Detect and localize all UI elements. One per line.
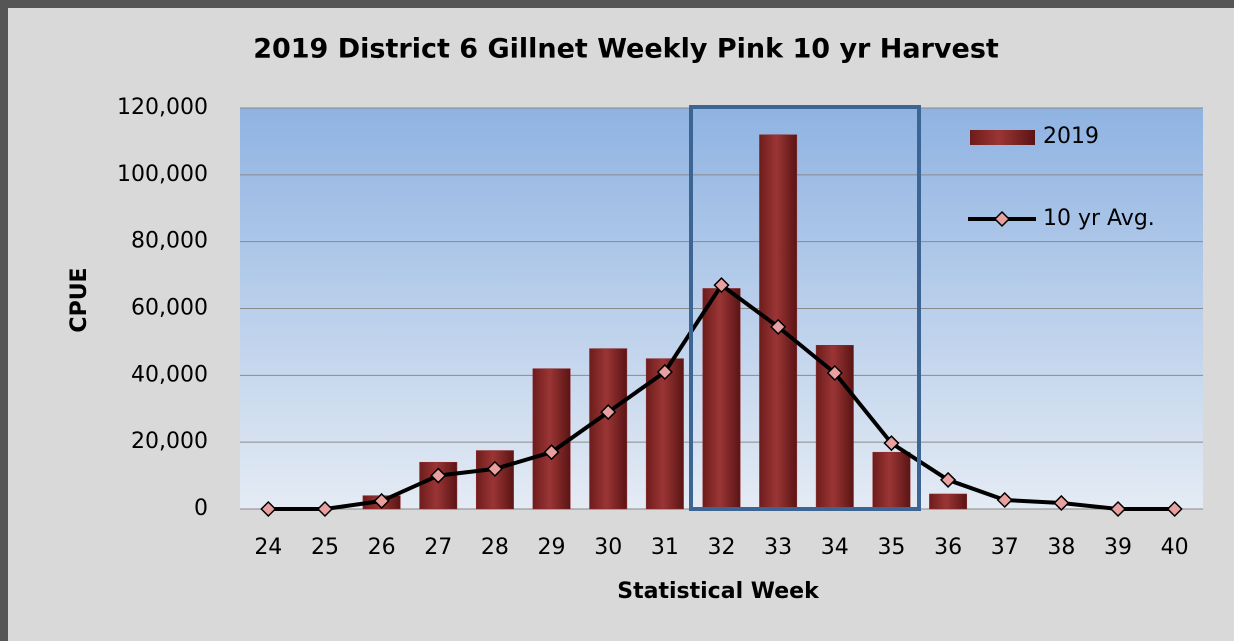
x-tick-label: 26 bbox=[368, 535, 396, 560]
y-tick-label: 40,000 bbox=[131, 362, 208, 387]
line-marker bbox=[1053, 494, 1070, 512]
highlight-box bbox=[689, 105, 921, 511]
line-marker bbox=[996, 491, 1013, 509]
x-axis-title: Statistical Week bbox=[617, 579, 820, 604]
line-marker bbox=[656, 363, 673, 381]
y-tick-label: 0 bbox=[194, 496, 208, 521]
bar bbox=[645, 358, 684, 510]
line-marker bbox=[940, 471, 957, 488]
line-marker bbox=[600, 404, 617, 421]
x-tick-label: 40 bbox=[1161, 535, 1189, 560]
x-tick-label: 37 bbox=[991, 535, 1019, 560]
line-marker bbox=[883, 435, 900, 452]
legend-swatch bbox=[970, 130, 1035, 145]
line-marker bbox=[713, 277, 730, 294]
x-tick-label: 28 bbox=[481, 535, 509, 560]
y-tick-label: 120,000 bbox=[117, 95, 208, 120]
x-tick-label: 27 bbox=[424, 535, 452, 560]
x-tick-label: 31 bbox=[651, 535, 679, 560]
line-marker bbox=[260, 500, 277, 518]
line-marker bbox=[316, 500, 334, 518]
y-tick-label: 20,000 bbox=[131, 429, 208, 454]
y-tick-label: 60,000 bbox=[131, 296, 208, 321]
bar bbox=[532, 368, 571, 510]
bar bbox=[872, 451, 911, 510]
line-marker bbox=[770, 318, 787, 335]
line-marker bbox=[430, 467, 447, 484]
chart-title: 2019 District 6 Gillnet Weekly Pink 10 y… bbox=[253, 34, 999, 65]
y-tick-label: 100,000 bbox=[117, 162, 208, 187]
x-tick-label: 25 bbox=[311, 535, 339, 560]
x-tick-label: 38 bbox=[1047, 535, 1075, 560]
line-marker bbox=[486, 460, 503, 477]
bar bbox=[702, 288, 741, 510]
legend-marker bbox=[993, 210, 1011, 228]
x-tick-label: 29 bbox=[538, 535, 566, 560]
legend-label: 2019 bbox=[1043, 124, 1099, 149]
line-marker bbox=[543, 444, 560, 461]
x-tick-label: 32 bbox=[708, 535, 736, 560]
bar bbox=[929, 493, 968, 510]
line-marker bbox=[826, 364, 843, 382]
bar bbox=[589, 348, 628, 510]
x-tick-label: 36 bbox=[934, 535, 962, 560]
line-marker bbox=[1166, 500, 1183, 518]
x-tick-label: 30 bbox=[594, 535, 622, 560]
line-marker bbox=[1109, 500, 1127, 518]
bar bbox=[475, 450, 514, 510]
x-tick-label: 24 bbox=[254, 535, 282, 560]
x-tick-label: 34 bbox=[821, 535, 849, 560]
y-axis-title: CPUE bbox=[67, 267, 92, 332]
legend-label: 10 yr Avg. bbox=[1043, 206, 1155, 231]
x-tick-label: 35 bbox=[877, 535, 905, 560]
line-marker bbox=[373, 492, 390, 510]
x-tick-label: 39 bbox=[1104, 535, 1132, 560]
y-tick-label: 80,000 bbox=[131, 229, 208, 254]
x-tick-label: 33 bbox=[764, 535, 792, 560]
